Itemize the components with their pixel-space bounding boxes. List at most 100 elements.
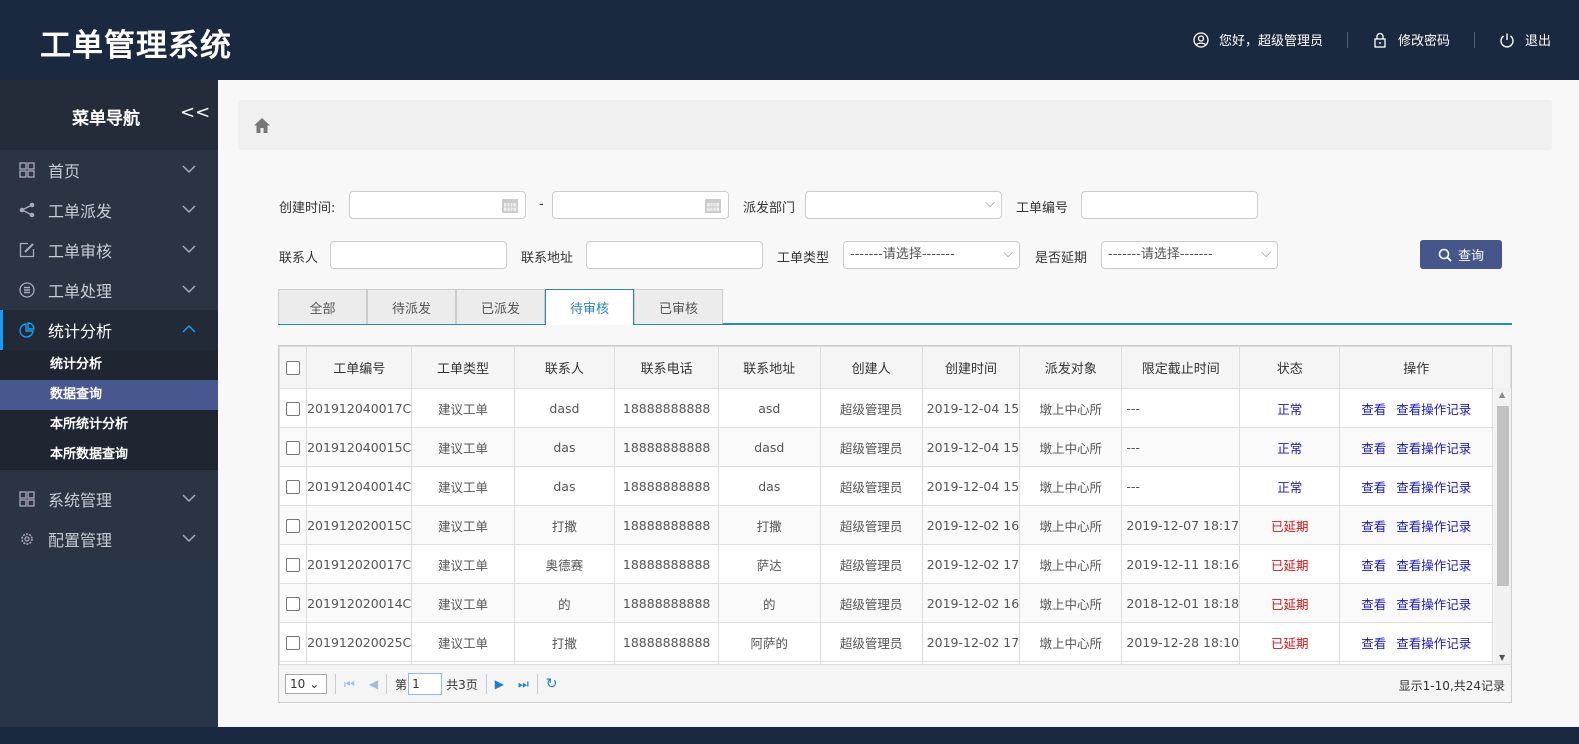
tab-4[interactable]: 已审核: [634, 289, 723, 324]
table-row[interactable]: 201912040015C 建议工单 das 18888888888 dasd 超级管理员…: [279, 427, 1511, 467]
user-icon: [1193, 31, 1209, 48]
sidebar-item-0[interactable]: 首页: [0, 150, 218, 190]
start-date-input[interactable]: [349, 191, 526, 219]
tab-0[interactable]: 全部: [278, 289, 367, 324]
search-button[interactable]: 查询: [1420, 240, 1502, 269]
next-page-icon[interactable]: ▶: [494, 677, 504, 691]
breadcrumb: [238, 100, 1552, 150]
table-cell: dasd: [718, 427, 821, 467]
view-log-link[interactable]: 查看操作记录: [1396, 401, 1472, 417]
submenu-item[interactable]: 统计分析: [50, 357, 103, 372]
row-checkbox[interactable]: [286, 479, 301, 494]
tab-2[interactable]: 已派发: [456, 289, 545, 324]
table-cell: 2019-12-07 18:17: [1121, 505, 1241, 545]
page-size-select[interactable]: 10 ⌄: [285, 674, 327, 694]
delayed-select[interactable]: -------请选择------- ⌵: [1101, 241, 1278, 269]
table-row[interactable]: 201912020014C 建议工单的 18888888888 的超级管理员 2019-…: [279, 583, 1511, 623]
grid-icon: [19, 491, 35, 507]
type-select-value: -------请选择-------: [850, 247, 955, 262]
app-title: 工单管理系统: [40, 28, 232, 64]
first-page-icon[interactable]: ⏮: [344, 676, 355, 691]
home-icon[interactable]: [253, 117, 271, 134]
contact-input[interactable]: [330, 241, 507, 269]
table-cell: 201912040014C: [306, 466, 413, 506]
view-log-link[interactable]: 查看操作记录: [1396, 518, 1472, 534]
page-size-value: 10: [290, 677, 306, 691]
end-date-input[interactable]: [552, 191, 729, 219]
row-checkbox[interactable]: [286, 596, 301, 611]
sidebar-item-0[interactable]: 系统管理: [0, 479, 218, 519]
order-no-input[interactable]: [1081, 191, 1258, 219]
view-log-link[interactable]: 查看操作记录: [1396, 635, 1472, 651]
tab-3[interactable]: 待审核: [545, 289, 634, 325]
bottom-bar: [0, 727, 1579, 744]
chevron-down-icon: ⌵: [985, 196, 995, 211]
view-log-link[interactable]: 查看操作记录: [1396, 479, 1472, 495]
scrollbar-thumb[interactable]: [1497, 406, 1509, 586]
view-link[interactable]: 查看: [1361, 635, 1387, 651]
table-row[interactable]: 201912040017C 建议工单 dasd 18888888888 asd 超级管理员…: [279, 388, 1511, 428]
table-cell: 已延期: [1239, 544, 1341, 584]
sidebar-item-3[interactable]: 工单处理: [0, 270, 218, 310]
change-password-link[interactable]: 修改密码: [1372, 30, 1450, 49]
sidebar-item-1[interactable]: 配置管理: [0, 519, 218, 559]
table-row[interactable]: 201912020025C 建议工单 打撒 18888888888 阿萨的 超级管理员 20…: [279, 622, 1511, 662]
table-row[interactable]: 201912040014C 建议工单 das 18888888888 das 超级管理员 2…: [279, 466, 1511, 506]
view-log-link[interactable]: 查看操作记录: [1396, 440, 1472, 456]
delayed-label: 是否延期: [1035, 251, 1088, 266]
view-link[interactable]: 查看: [1361, 440, 1387, 456]
table-cell: 正常: [1239, 388, 1341, 428]
table-cell: 201912040017C: [306, 388, 413, 428]
grid-icon: [19, 162, 35, 178]
view-link[interactable]: 查看: [1361, 401, 1387, 417]
view-log-link[interactable]: 查看操作记录: [1396, 557, 1472, 573]
view-link[interactable]: 查看: [1361, 596, 1387, 612]
sidebar-item-2[interactable]: 工单审核: [0, 230, 218, 270]
table-cell: 2019-12-02 17: [921, 622, 1021, 662]
select-all-checkbox[interactable]: [286, 360, 301, 375]
scroll-up-icon[interactable]: ▲: [1499, 390, 1506, 399]
share-icon: [19, 202, 35, 218]
scroll-down-icon[interactable]: ▼: [1499, 653, 1506, 662]
sidebar-item-4[interactable]: 统计分析: [0, 310, 218, 350]
view-link[interactable]: 查看: [1361, 479, 1387, 495]
table-cell: 打撒: [513, 622, 616, 662]
gear-icon: [21, 533, 33, 545]
submenu-item[interactable]: 数据查询: [0, 380, 218, 410]
logout-link[interactable]: 退出: [1499, 30, 1551, 49]
row-checkbox[interactable]: [286, 557, 301, 572]
dept-select[interactable]: ⌵: [805, 191, 1002, 219]
calendar-icon[interactable]: [704, 196, 722, 214]
row-checkbox[interactable]: [286, 518, 301, 533]
sidebar-item-1[interactable]: 工单派发: [0, 190, 218, 230]
submenu-item[interactable]: 本所统计分析: [50, 417, 129, 432]
type-label: 工单类型: [777, 251, 830, 266]
total-pages: 共3页: [446, 677, 478, 692]
page-number-input[interactable]: 1: [408, 673, 443, 695]
table-row[interactable]: 201912020017C 建议工单 奥德赛 18888888888 萨达 超级管理员 20…: [279, 544, 1511, 584]
submenu-item[interactable]: 本所数据查询: [50, 447, 129, 462]
database-icon: [19, 282, 35, 298]
table-row[interactable]: 201912020015C 建议工单 打撒 18888888888 打撒 超级管理员 201…: [279, 505, 1511, 545]
refresh-icon[interactable]: ↻: [545, 676, 558, 692]
row-checkbox[interactable]: [286, 401, 301, 416]
chevron-down-icon: [182, 494, 196, 503]
user-greeting[interactable]: 您好，超级管理员: [1193, 30, 1323, 49]
view-link[interactable]: 查看: [1361, 518, 1387, 534]
calendar-icon[interactable]: [501, 196, 519, 214]
tab-1[interactable]: 待派发: [367, 289, 456, 324]
view-log-link[interactable]: 查看操作记录: [1396, 596, 1472, 612]
row-checkbox[interactable]: [286, 440, 301, 455]
table-scrollbar[interactable]: ▲ ▼: [1494, 388, 1511, 664]
type-select[interactable]: -------请选择------- ⌵: [843, 241, 1020, 269]
address-input[interactable]: [586, 241, 763, 269]
table-cell: asd: [718, 388, 821, 428]
collapse-sidebar-button[interactable]: <<: [180, 102, 211, 123]
table-cell: 超级管理员: [819, 505, 923, 545]
last-page-icon[interactable]: ⏭: [517, 676, 529, 691]
sidebar-item-label: 工单处理: [48, 282, 113, 301]
table-cell: ---: [1121, 427, 1241, 467]
view-link[interactable]: 查看: [1361, 557, 1387, 573]
row-checkbox[interactable]: [286, 635, 301, 650]
prev-page-icon[interactable]: ◀: [368, 677, 379, 691]
